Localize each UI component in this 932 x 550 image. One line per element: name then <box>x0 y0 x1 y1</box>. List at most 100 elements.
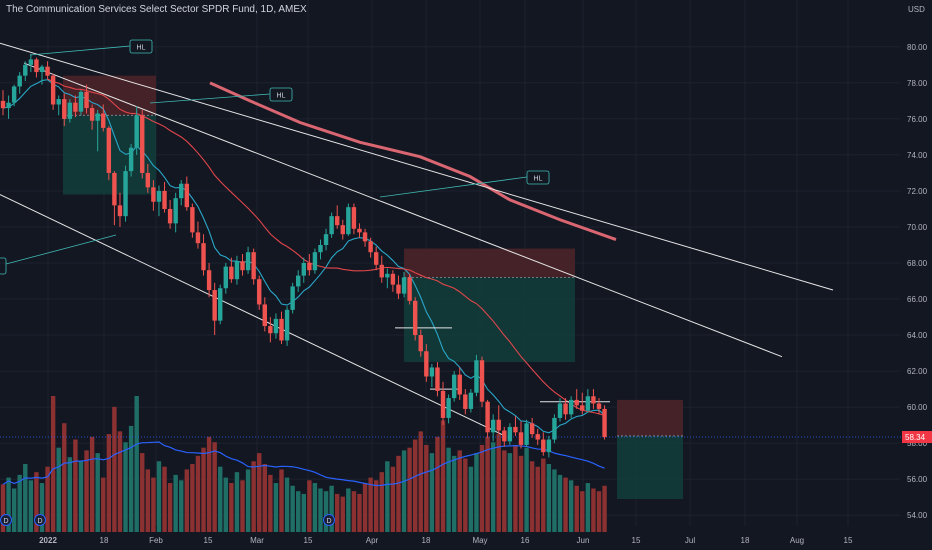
callouts-layer: HL HL HL D D D <box>0 39 550 526</box>
candle-body <box>602 408 607 438</box>
price-tick-label: 64.00 <box>907 331 928 340</box>
candle-body <box>17 75 22 87</box>
volume-bar <box>179 480 184 532</box>
candle-body <box>123 171 128 217</box>
volume-bar <box>273 483 279 532</box>
volume-bar <box>34 472 39 532</box>
callout-box <box>269 87 293 102</box>
volume-bar <box>496 434 501 532</box>
callout-label: HL <box>534 176 543 183</box>
price-tick-label: 76.00 <box>907 115 928 124</box>
callout-pointer <box>149 93 271 104</box>
volume-bar <box>457 450 462 532</box>
candle-body <box>340 225 345 235</box>
price-axis[interactable]: USD 80.00 78.00 76.00 74.00 72.00 70.00 68.00 66… <box>902 5 932 520</box>
candle-body <box>229 266 234 280</box>
volume-bar <box>229 483 234 532</box>
volume-bar <box>568 480 574 532</box>
volume-bar <box>340 496 345 532</box>
candle-body <box>23 64 28 76</box>
volume-bar <box>156 461 162 532</box>
volume-bar <box>134 396 139 532</box>
candle-body <box>95 113 100 121</box>
volume-bar <box>67 457 73 532</box>
time-tick-label: 16 <box>521 536 530 545</box>
volume-bar <box>140 453 145 532</box>
axis-unit-label: USD <box>908 5 925 14</box>
event-marker-label: D <box>326 518 331 525</box>
volume-bar <box>329 485 334 532</box>
candle-body <box>151 187 156 202</box>
candle-body <box>385 273 390 278</box>
candle-body <box>351 207 357 229</box>
time-tick-label: 18 <box>741 536 750 545</box>
candle-body <box>585 396 591 411</box>
volume-bar <box>279 469 284 532</box>
volume-bar <box>23 464 28 532</box>
time-tick-label: 15 <box>844 536 853 545</box>
candle-body <box>323 234 329 245</box>
volume-bar <box>17 474 22 532</box>
volume-bar <box>240 480 245 532</box>
volume-bar <box>262 464 267 532</box>
candle-body <box>262 304 267 327</box>
candle-body <box>45 66 50 76</box>
callout-box <box>526 170 550 185</box>
candle-body <box>284 309 290 341</box>
volume-bar <box>580 491 585 532</box>
candle-body <box>379 264 384 278</box>
event-marker <box>323 514 335 526</box>
volume-bar <box>412 439 418 532</box>
volume-bar <box>6 477 11 532</box>
volume-bar <box>518 455 524 532</box>
candle-body <box>117 205 123 217</box>
event-marker <box>34 514 46 526</box>
volume-bar <box>106 434 112 532</box>
candle-body <box>39 66 45 73</box>
trendlines[interactable] <box>0 42 932 438</box>
volume-bar <box>101 477 106 532</box>
candle-body <box>101 113 106 128</box>
candle-body <box>0 100 6 109</box>
volume-bar <box>195 455 201 532</box>
volume-bar <box>474 453 479 532</box>
time-axis[interactable]: 2022 18 Feb 15 Mar 15 Apr 18 May 16 Jun 15 Jul 18 Aug 1… <box>39 536 853 545</box>
volume-bar <box>451 455 457 532</box>
candle-body <box>73 102 78 112</box>
volume-bar <box>574 485 579 532</box>
candle-body <box>580 405 585 411</box>
volume-bar <box>435 436 440 532</box>
take-profit-zone <box>404 277 575 363</box>
candle-body <box>440 390 446 418</box>
volume-bar <box>212 442 217 532</box>
volume-bar <box>296 491 301 532</box>
candle-body <box>106 127 112 173</box>
candle-body <box>251 252 256 280</box>
candle-body <box>513 426 518 433</box>
time-tick-label: 2022 <box>39 536 57 545</box>
callout-pointer <box>5 234 117 265</box>
volume-bar <box>424 444 429 532</box>
volume-bar <box>535 466 540 532</box>
volume-bar <box>95 453 100 532</box>
volume-bar <box>418 431 423 532</box>
candle-body <box>112 172 117 206</box>
candle-body <box>535 434 540 440</box>
volume-bar <box>162 466 167 532</box>
event-marker <box>0 514 12 526</box>
candle-body <box>518 432 524 445</box>
candle-body <box>502 430 507 442</box>
candle-body <box>401 277 407 294</box>
volume-bar <box>440 420 446 532</box>
position-zones[interactable] <box>63 75 683 499</box>
volume-bar <box>73 439 78 532</box>
candle-body <box>290 286 295 310</box>
volume-bar <box>529 461 535 532</box>
candle-body <box>173 198 178 224</box>
event-marker-label: D <box>3 518 8 525</box>
candle-body <box>418 335 423 352</box>
price-tick-label: 70.00 <box>907 223 928 232</box>
candle-body <box>128 147 134 172</box>
